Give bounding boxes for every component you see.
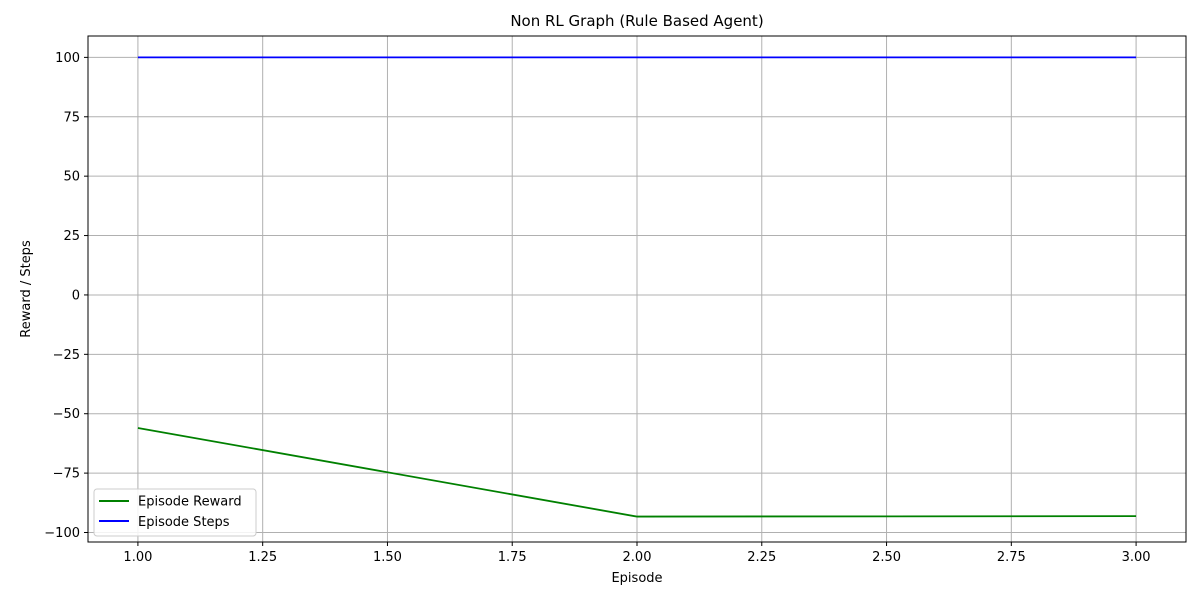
y-axis-label: Reward / Steps — [19, 240, 34, 338]
y-tick-label: −75 — [53, 467, 80, 482]
x-tick-label: 2.75 — [997, 550, 1026, 565]
y-tick-label: 25 — [63, 229, 80, 244]
y-tick-label: −50 — [53, 407, 80, 422]
y-tick-label: 50 — [63, 170, 80, 185]
x-tick-label: 2.25 — [747, 550, 776, 565]
y-tick-label: 0 — [72, 288, 80, 303]
y-tick-label: −100 — [44, 526, 80, 541]
grid-lines — [88, 36, 1186, 542]
x-tick-label: 1.00 — [123, 550, 152, 565]
y-tick-label: 75 — [63, 110, 80, 125]
x-tick-label: 2.50 — [872, 550, 901, 565]
x-tick-label: 2.00 — [623, 550, 652, 565]
legend: Episode Reward Episode Steps — [93, 488, 257, 537]
x-tick-label: 1.25 — [248, 550, 277, 565]
y-tick-label: −25 — [53, 348, 80, 363]
series-lines — [137, 56, 1137, 518]
x-tick-label: 1.75 — [498, 550, 527, 565]
x-tick-label: 3.00 — [1122, 550, 1151, 565]
series-line-episode-reward — [137, 427, 1137, 518]
legend-label-episode-reward: Episode Reward — [138, 495, 242, 510]
axis-ticks: 1.00 1.25 1.50 1.75 2.00 2.25 2.50 2.75 3.00 100 7… — [44, 51, 1150, 565]
y-tick-label: 100 — [55, 51, 80, 66]
x-tick-label: 1.50 — [373, 550, 402, 565]
x-axis-label: Episode — [611, 571, 662, 586]
legend-box — [93, 488, 257, 537]
legend-label-episode-steps: Episode Steps — [138, 515, 230, 530]
chart-title: Non RL Graph (Rule Based Agent) — [510, 12, 763, 30]
